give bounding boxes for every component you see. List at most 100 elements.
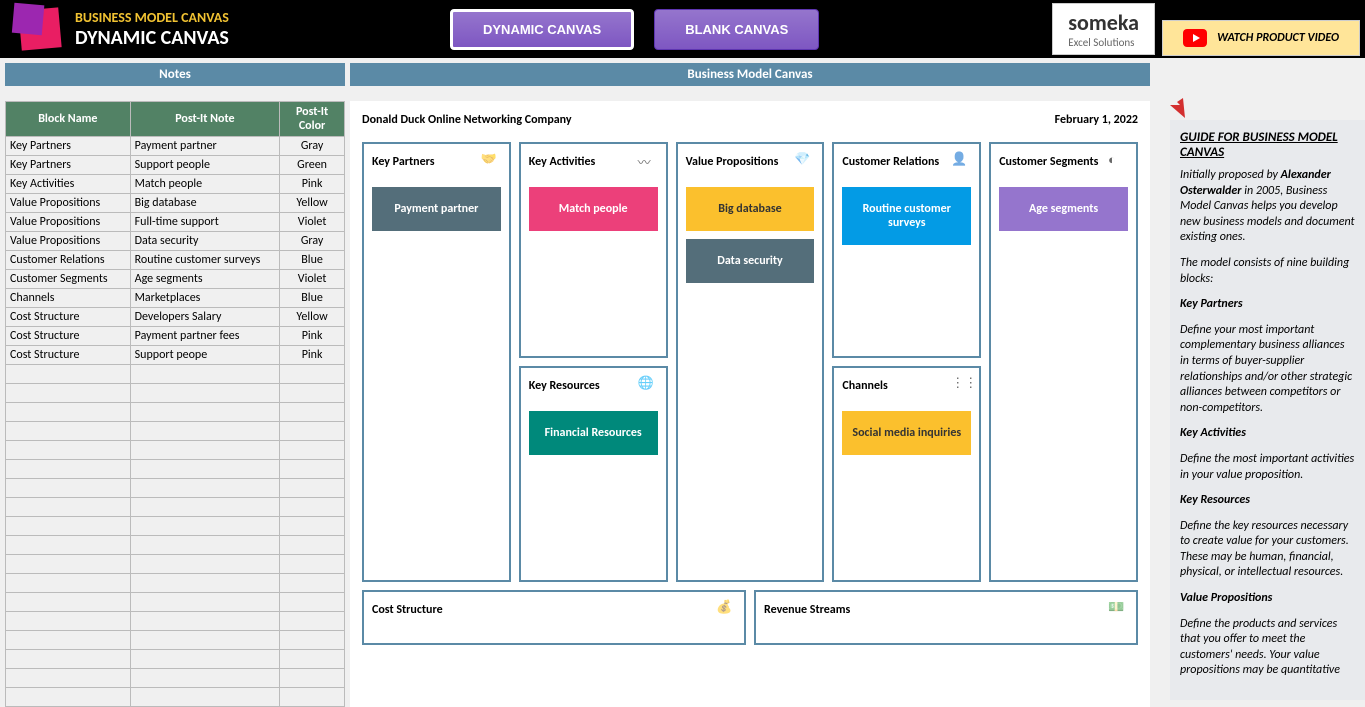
cell-empty[interactable] — [6, 384, 131, 403]
cell-empty[interactable] — [6, 593, 131, 612]
cell-note[interactable]: Routine customer surveys — [130, 251, 280, 270]
cell-note[interactable]: Support peope — [130, 346, 280, 365]
table-row[interactable]: Cost StructureSupport peopePink — [6, 346, 345, 365]
cell-empty[interactable] — [6, 631, 131, 650]
cell-empty[interactable] — [280, 574, 345, 593]
cell-empty[interactable] — [6, 498, 131, 517]
watch-video-button[interactable]: WATCH PRODUCT VIDEO — [1162, 20, 1360, 56]
table-row[interactable] — [6, 536, 345, 555]
dynamic-canvas-button[interactable]: DYNAMIC CANVAS — [450, 9, 634, 50]
cell-empty[interactable] — [280, 631, 345, 650]
cell-empty[interactable] — [280, 612, 345, 631]
cell-note[interactable]: Payment partner fees — [130, 327, 280, 346]
cell-empty[interactable] — [130, 669, 280, 688]
cell-empty[interactable] — [6, 612, 131, 631]
cell-block[interactable]: Customer Segments — [6, 270, 131, 289]
cell-empty[interactable] — [130, 441, 280, 460]
note-data-security[interactable]: Data security — [686, 239, 815, 283]
cell-empty[interactable] — [280, 517, 345, 536]
table-row[interactable] — [6, 517, 345, 536]
cell-empty[interactable] — [130, 460, 280, 479]
cell-empty[interactable] — [130, 422, 280, 441]
table-row[interactable] — [6, 384, 345, 403]
cell-empty[interactable] — [6, 479, 131, 498]
cell-color[interactable]: Violet — [280, 270, 345, 289]
cell-empty[interactable] — [130, 650, 280, 669]
table-row[interactable]: Value PropositionsFull-time supportViole… — [6, 213, 345, 232]
cell-block[interactable]: Value Propositions — [6, 232, 131, 251]
cell-note[interactable]: Full-time support — [130, 213, 280, 232]
table-row[interactable] — [6, 479, 345, 498]
cell-block[interactable]: Value Propositions — [6, 213, 131, 232]
table-row[interactable]: Key PartnersSupport peopleGreen — [6, 156, 345, 175]
table-row[interactable] — [6, 612, 345, 631]
cell-empty[interactable] — [280, 365, 345, 384]
cell-empty[interactable] — [130, 631, 280, 650]
cell-empty[interactable] — [130, 517, 280, 536]
note-payment-partner[interactable]: Payment partner — [372, 187, 501, 231]
cell-empty[interactable] — [6, 403, 131, 422]
cell-empty[interactable] — [280, 403, 345, 422]
cell-note[interactable]: Match people — [130, 175, 280, 194]
cell-empty[interactable] — [130, 498, 280, 517]
note-age-segments[interactable]: Age segments — [999, 187, 1128, 231]
cell-note[interactable]: Marketplaces — [130, 289, 280, 308]
cell-empty[interactable] — [280, 498, 345, 517]
cell-block[interactable]: Value Propositions — [6, 194, 131, 213]
table-row[interactable] — [6, 669, 345, 688]
table-row[interactable]: Cost StructurePayment partner feesPink — [6, 327, 345, 346]
cell-empty[interactable] — [130, 365, 280, 384]
cell-empty[interactable] — [130, 555, 280, 574]
table-row[interactable] — [6, 460, 345, 479]
cell-empty[interactable] — [6, 555, 131, 574]
cell-empty[interactable] — [6, 422, 131, 441]
cell-empty[interactable] — [6, 650, 131, 669]
cell-color[interactable]: Gray — [280, 232, 345, 251]
cell-empty[interactable] — [6, 688, 131, 707]
cell-color[interactable]: Yellow — [280, 194, 345, 213]
table-row[interactable] — [6, 403, 345, 422]
cell-block[interactable]: Customer Relations — [6, 251, 131, 270]
cell-block[interactable]: Key Partners — [6, 156, 131, 175]
table-row[interactable]: ChannelsMarketplacesBlue — [6, 289, 345, 308]
table-row[interactable] — [6, 688, 345, 707]
cell-note[interactable]: Support people — [130, 156, 280, 175]
cell-color[interactable]: Pink — [280, 346, 345, 365]
table-row[interactable]: Customer SegmentsAge segmentsViolet — [6, 270, 345, 289]
cell-empty[interactable] — [130, 479, 280, 498]
cell-empty[interactable] — [280, 479, 345, 498]
cell-color[interactable]: Green — [280, 156, 345, 175]
cell-color[interactable]: Blue — [280, 289, 345, 308]
cell-block[interactable]: Key Partners — [6, 137, 131, 156]
table-row[interactable]: Value PropositionsData securityGray — [6, 232, 345, 251]
cell-empty[interactable] — [280, 422, 345, 441]
note-social-media[interactable]: Social media inquiries — [842, 411, 971, 455]
cell-empty[interactable] — [280, 593, 345, 612]
cell-empty[interactable] — [280, 555, 345, 574]
table-row[interactable] — [6, 555, 345, 574]
table-row[interactable] — [6, 441, 345, 460]
cell-block[interactable]: Key Activities — [6, 175, 131, 194]
table-row[interactable]: Key PartnersPayment partnerGray — [6, 137, 345, 156]
cell-empty[interactable] — [130, 612, 280, 631]
cell-color[interactable]: Pink — [280, 327, 345, 346]
cell-empty[interactable] — [6, 460, 131, 479]
cell-note[interactable]: Big database — [130, 194, 280, 213]
cell-empty[interactable] — [280, 536, 345, 555]
table-row[interactable]: Value PropositionsBig databaseYellow — [6, 194, 345, 213]
cell-empty[interactable] — [280, 688, 345, 707]
cell-empty[interactable] — [280, 650, 345, 669]
cell-empty[interactable] — [6, 669, 131, 688]
cell-empty[interactable] — [280, 669, 345, 688]
cell-color[interactable]: Blue — [280, 251, 345, 270]
table-row[interactable] — [6, 422, 345, 441]
table-row[interactable] — [6, 631, 345, 650]
cell-color[interactable]: Violet — [280, 213, 345, 232]
cell-block[interactable]: Cost Structure — [6, 327, 131, 346]
cell-block[interactable]: Channels — [6, 289, 131, 308]
cell-block[interactable]: Cost Structure — [6, 346, 131, 365]
cell-note[interactable]: Payment partner — [130, 137, 280, 156]
cell-empty[interactable] — [130, 536, 280, 555]
note-financial-resources[interactable]: Financial Resources — [529, 411, 658, 455]
cell-note[interactable]: Age segments — [130, 270, 280, 289]
